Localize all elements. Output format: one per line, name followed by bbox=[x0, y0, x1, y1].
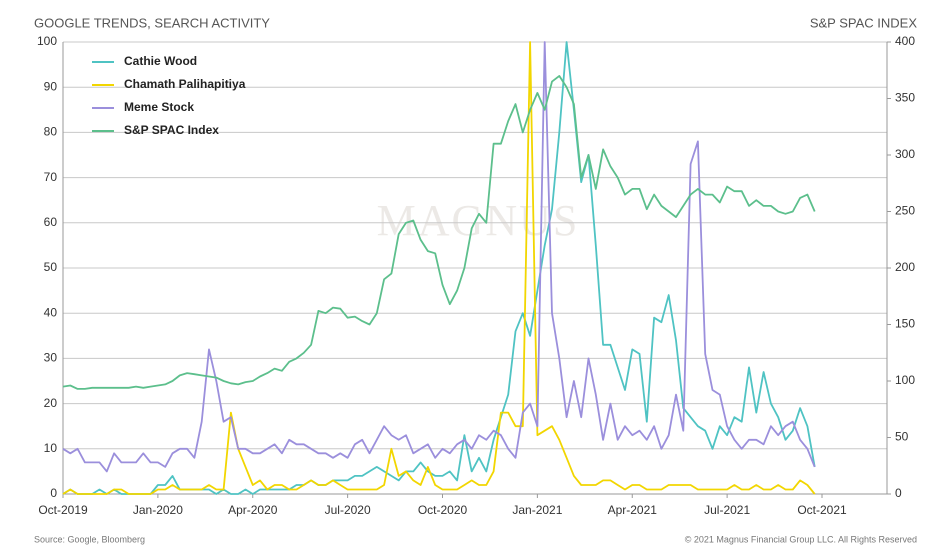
x-tick-label: Jan-2021 bbox=[512, 503, 562, 517]
y-tick-label: 100 bbox=[37, 34, 57, 48]
y-tick-label: 40 bbox=[44, 305, 58, 319]
copyright: © 2021 Magnus Financial Group LLC. All R… bbox=[685, 534, 917, 544]
y2-tick-label: 300 bbox=[895, 147, 915, 161]
x-tick-label: Oct-2019 bbox=[38, 503, 88, 517]
series-line bbox=[62, 41, 816, 495]
x-tick-label: Jan-2020 bbox=[133, 503, 183, 517]
y2-tick-label: 0 bbox=[895, 486, 902, 500]
x-tick-label: Apr-2020 bbox=[228, 503, 278, 517]
y-tick-label: 90 bbox=[44, 79, 58, 93]
y2-tick-label: 200 bbox=[895, 260, 915, 274]
x-tick-label: Jul-2021 bbox=[704, 503, 750, 517]
series-line bbox=[62, 75, 816, 390]
source: Source: Google, Bloomberg bbox=[34, 534, 145, 544]
y2-tick-label: 50 bbox=[895, 430, 909, 444]
y-tick-label: 30 bbox=[44, 351, 58, 365]
chart-title: GOOGLE TRENDS, SEARCH ACTIVITY bbox=[34, 15, 270, 30]
legend-label: Chamath Palihapitiya bbox=[124, 77, 246, 91]
x-tick-label: Oct-2020 bbox=[418, 503, 468, 517]
y-tick-label: 80 bbox=[44, 125, 58, 139]
y2-title: S&P SPAC INDEX bbox=[810, 15, 917, 30]
y2-tick-label: 400 bbox=[895, 34, 915, 48]
y2-tick-label: 150 bbox=[895, 317, 915, 331]
x-tick-label: Oct-2021 bbox=[797, 503, 847, 517]
y-tick-label: 10 bbox=[44, 441, 58, 455]
y-tick-label: 70 bbox=[44, 170, 58, 184]
series-line bbox=[62, 41, 816, 473]
y-tick-label: 50 bbox=[44, 260, 58, 274]
x-tick-label: Apr-2021 bbox=[608, 503, 658, 517]
y-tick-label: 0 bbox=[50, 486, 57, 500]
y2-tick-label: 100 bbox=[895, 373, 915, 387]
y-tick-label: 20 bbox=[44, 396, 58, 410]
y-tick-label: 60 bbox=[44, 215, 58, 229]
legend-label: Meme Stock bbox=[124, 100, 194, 114]
y2-tick-label: 350 bbox=[895, 91, 915, 105]
legend-label: Cathie Wood bbox=[124, 54, 197, 68]
x-tick-label: Jul-2020 bbox=[325, 503, 371, 517]
y2-tick-label: 250 bbox=[895, 204, 915, 218]
legend-label: S&P SPAC Index bbox=[124, 123, 219, 137]
